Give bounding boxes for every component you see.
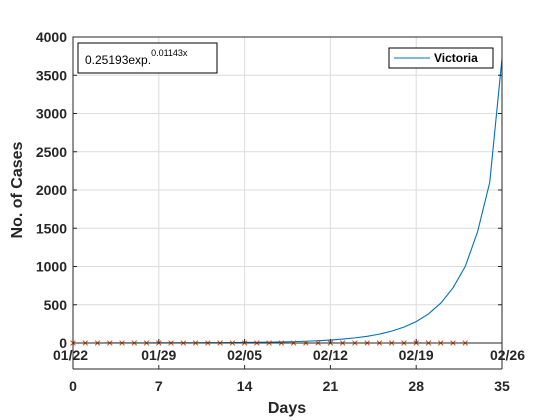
fit-annotation: 0.25193exp.0.01143x: [78, 43, 217, 73]
top-tick-label: 02/19: [399, 347, 434, 363]
y-tick-label: 1500: [36, 220, 67, 236]
top-tick-label: 02/12: [313, 347, 348, 363]
x-axis-title: Days: [268, 400, 306, 417]
x-tick-label: 35: [494, 378, 510, 394]
y-tick-label: 2000: [36, 182, 67, 198]
x-tick-label: 21: [323, 378, 339, 394]
y-tick-label: 500: [44, 297, 68, 313]
grid: [73, 37, 502, 343]
top-tick-label: 01/22: [53, 347, 88, 363]
y-tick-label: 1000: [36, 259, 67, 275]
top-tick-label: 02/05: [227, 347, 262, 363]
x-tick-label: 7: [155, 378, 163, 394]
y-tick-label: 4000: [36, 29, 67, 45]
y-tick-label: 3500: [36, 67, 67, 83]
y-tick-label: 2500: [36, 144, 67, 160]
top-tick-label: 01/29: [141, 347, 176, 363]
y-axis-title: No. of Cases: [9, 141, 26, 238]
y-tick-label: 3000: [36, 106, 67, 122]
x-tick-label: 0: [69, 378, 77, 394]
x-tick-label: 28: [408, 378, 424, 394]
legend-label-victoria: Victoria: [434, 51, 478, 65]
x-tick-label: 14: [237, 378, 253, 394]
legend: Victoria: [389, 48, 493, 68]
annotation-text: 0.25193exp.: [85, 53, 151, 67]
annotation-superscript: 0.01143x: [151, 48, 188, 58]
top-tick-label: 02/26: [490, 347, 525, 363]
